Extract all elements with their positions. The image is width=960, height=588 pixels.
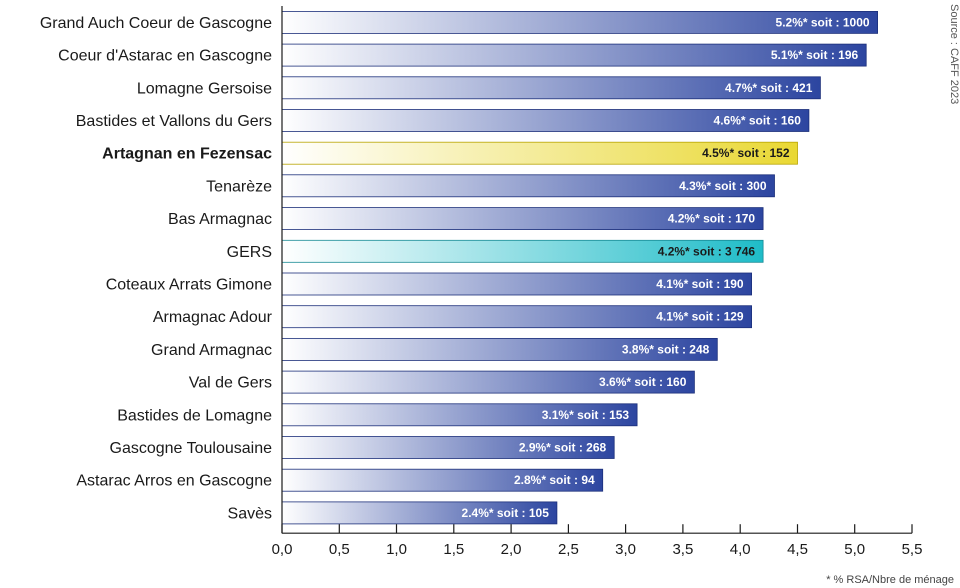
bar-data-label-10: 3.8%* soit : 248 — [622, 342, 710, 356]
bar-data-label-5: 4.3%* soit : 300 — [679, 179, 767, 193]
x-tick-label-0: 0,0 — [272, 541, 293, 558]
x-tick-label-1: 0,5 — [329, 541, 350, 558]
bars-layer: 5.2%* soit : 1000 5.1%* soit : 196 4.7%* s… — [281, 10, 878, 525]
category-label-12: Bastides de Lomagne — [117, 407, 272, 424]
footnote: * % RSA/Nbre de ménage — [826, 574, 954, 586]
x-tick-label-2: 1,0 — [386, 541, 407, 558]
bar-data-label-12: 3.1%* soit : 153 — [542, 408, 630, 422]
x-tick-label-11: 5,5 — [902, 541, 923, 558]
bar-data-label-1: 5.1%* soit : 196 — [771, 48, 859, 62]
bar-data-label-2: 4.7%* soit : 421 — [725, 81, 813, 95]
x-tick-label-7: 3,5 — [672, 541, 693, 558]
x-axis: 0,0 0,5 1,0 1,5 2,0 2,5 3,0 3,5 4,0 4,5 5,0 5,5 — [272, 6, 923, 558]
bar-data-label-9: 4.1%* soit : 129 — [656, 310, 744, 324]
bar-data-label-13: 2.9%* soit : 268 — [519, 441, 607, 455]
category-label-0: Grand Auch Coeur de Gascogne — [40, 15, 272, 32]
category-label-14: Astarac Arros en Gascogne — [76, 473, 272, 490]
x-tick-label-4: 2,0 — [501, 541, 522, 558]
category-label-2: Lomagne Gersoise — [137, 80, 272, 97]
category-label-9: Armagnac Adour — [153, 309, 273, 326]
category-label-10: Grand Armagnac — [151, 342, 272, 359]
source-note: Source : CAFF 2023 — [948, 4, 960, 104]
category-label-15: Savès — [228, 505, 272, 522]
bar-data-label-3: 4.6%* soit : 160 — [714, 114, 802, 128]
x-tick-label-6: 3,0 — [615, 541, 636, 558]
category-label-8: Coteaux Arrats Gimone — [106, 277, 272, 294]
bar-data-label-4: 4.5%* soit : 152 — [702, 146, 790, 160]
category-label-1: Coeur d'Astarac en Gascogne — [58, 48, 272, 65]
category-label-11: Val de Gers — [189, 375, 272, 392]
x-tick-label-3: 1,5 — [443, 541, 464, 558]
x-tick-label-5: 2,5 — [558, 541, 579, 558]
bar-data-label-6: 4.2%* soit : 170 — [668, 212, 756, 226]
bar-data-label-0: 5.2%* soit : 1000 — [776, 15, 870, 29]
category-label-3: Bastides et Vallons du Gers — [76, 113, 272, 130]
x-tick-label-9: 4,5 — [787, 541, 808, 558]
x-tick-label-8: 4,0 — [730, 541, 751, 558]
bar-data-label-7: 4.2%* soit : 3 746 — [658, 244, 756, 258]
category-label-6: Bas Armagnac — [168, 211, 272, 228]
category-label-13: Gascogne Toulousaine — [110, 440, 273, 457]
category-label-7: GERS — [227, 244, 272, 261]
bar-data-label-11: 3.6%* soit : 160 — [599, 375, 687, 389]
bar-data-label-14: 2.8%* soit : 94 — [514, 473, 595, 487]
x-tick-label-10: 5,0 — [844, 541, 865, 558]
bar-data-label-8: 4.1%* soit : 190 — [656, 277, 744, 291]
bar-data-label-15: 2.4%* soit : 105 — [462, 506, 550, 520]
category-label-5: Tenarèze — [206, 178, 272, 195]
category-label-4: Artagnan en Fezensac — [102, 146, 272, 163]
category-labels: Grand Auch Coeur de Gascogne Coeur d'Asta… — [40, 15, 273, 523]
